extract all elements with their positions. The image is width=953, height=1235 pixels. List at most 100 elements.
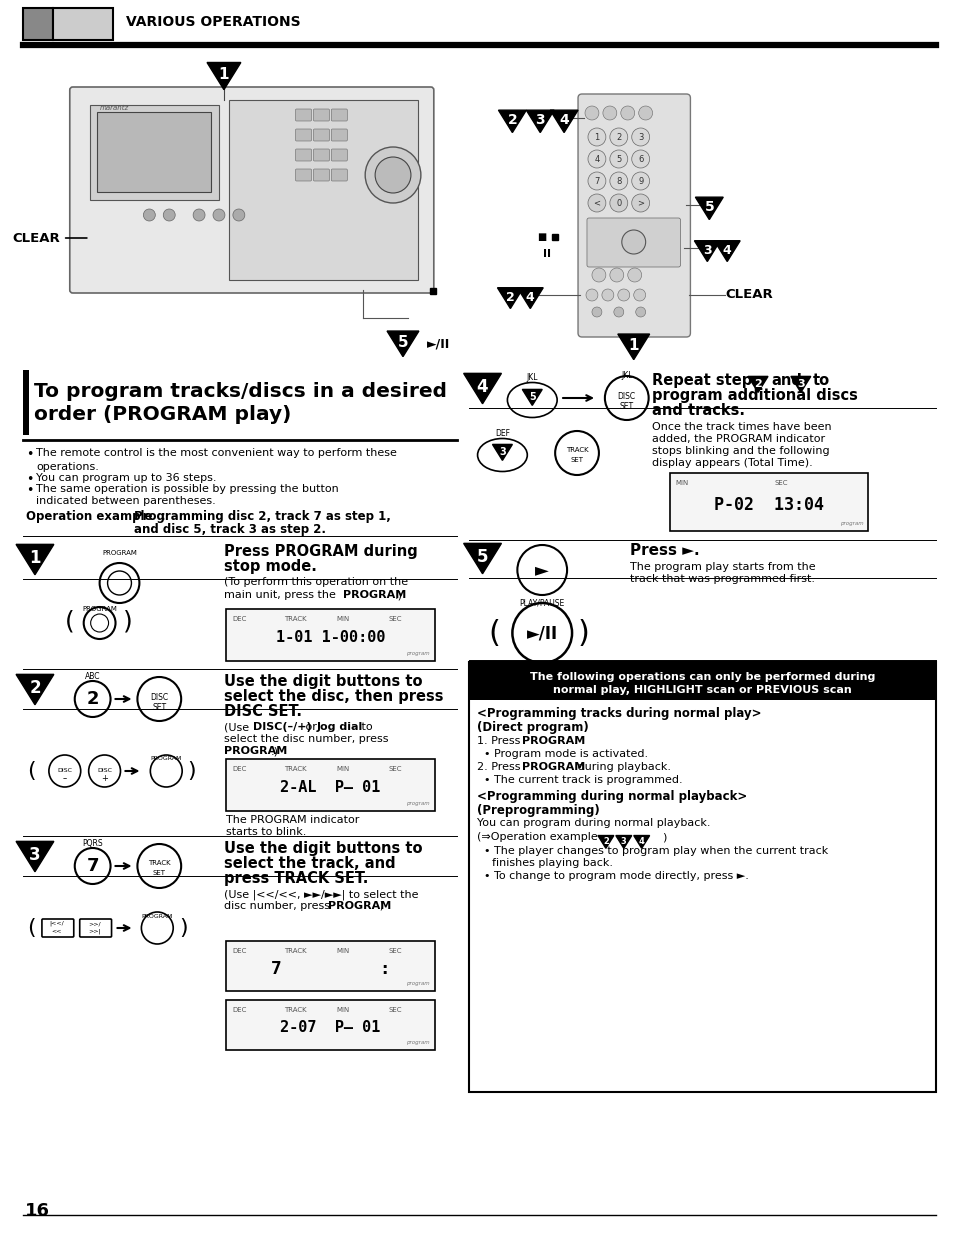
Text: 3: 3 xyxy=(535,114,544,127)
Text: ABC: ABC xyxy=(85,672,100,680)
Text: <Programming tracks during normal play>: <Programming tracks during normal play> xyxy=(476,706,760,720)
Text: DEC: DEC xyxy=(232,616,246,622)
Bar xyxy=(96,112,211,191)
Text: TRACK: TRACK xyxy=(284,1007,307,1013)
Text: 5: 5 xyxy=(397,335,408,350)
Circle shape xyxy=(601,289,613,301)
Circle shape xyxy=(631,194,649,212)
Text: PROGRAM: PROGRAM xyxy=(224,746,287,756)
Text: 4: 4 xyxy=(558,114,568,127)
Circle shape xyxy=(631,128,649,146)
Text: 2: 2 xyxy=(507,114,517,127)
Circle shape xyxy=(602,106,617,120)
Polygon shape xyxy=(16,674,53,705)
Text: •: • xyxy=(26,473,33,487)
Text: stops blinking and the following: stops blinking and the following xyxy=(651,446,828,456)
Polygon shape xyxy=(522,389,541,405)
Text: II: II xyxy=(542,249,551,259)
Text: The program play starts from the: The program play starts from the xyxy=(629,562,815,572)
Text: MIN: MIN xyxy=(675,480,688,487)
Text: TRACK: TRACK xyxy=(565,447,588,453)
Text: 3: 3 xyxy=(620,837,626,846)
Text: program: program xyxy=(406,1040,430,1045)
Polygon shape xyxy=(492,445,512,461)
Text: ): ) xyxy=(187,761,195,781)
Text: (Use: (Use xyxy=(224,722,253,732)
Text: P-02  13:04: P-02 13:04 xyxy=(713,496,823,514)
Text: To program tracks/discs in a desired: To program tracks/discs in a desired xyxy=(34,382,447,401)
Bar xyxy=(226,760,435,811)
Text: stop mode.: stop mode. xyxy=(224,559,316,574)
Polygon shape xyxy=(207,63,240,90)
Text: .: . xyxy=(574,736,578,746)
Text: finishes playing back.: finishes playing back. xyxy=(492,858,613,868)
Polygon shape xyxy=(616,836,631,848)
Bar xyxy=(226,941,435,990)
Circle shape xyxy=(143,209,155,221)
Circle shape xyxy=(587,149,605,168)
Polygon shape xyxy=(497,110,526,132)
Text: and tracks.: and tracks. xyxy=(651,403,744,417)
Circle shape xyxy=(620,106,634,120)
Text: You can program up to 36 steps.: You can program up to 36 steps. xyxy=(36,473,216,483)
Circle shape xyxy=(621,230,645,254)
Text: SEC: SEC xyxy=(388,766,401,772)
Text: added, the PROGRAM indicator: added, the PROGRAM indicator xyxy=(651,433,824,445)
FancyBboxPatch shape xyxy=(331,128,347,141)
Text: ►/II: ►/II xyxy=(526,624,558,642)
Circle shape xyxy=(633,289,645,301)
Text: DEC: DEC xyxy=(232,766,246,772)
FancyBboxPatch shape xyxy=(70,86,434,293)
Text: MIN: MIN xyxy=(336,1007,349,1013)
Text: select the track, and: select the track, and xyxy=(224,856,395,871)
Text: operations.: operations. xyxy=(36,462,99,472)
Circle shape xyxy=(609,268,623,282)
Text: 1: 1 xyxy=(594,132,598,142)
Circle shape xyxy=(587,128,605,146)
Text: <<: << xyxy=(51,927,62,932)
Text: SEC: SEC xyxy=(388,616,401,622)
Bar xyxy=(52,7,112,40)
Text: (: ( xyxy=(27,761,35,781)
Text: .): .) xyxy=(395,590,402,600)
Bar xyxy=(468,662,935,1092)
Bar xyxy=(229,100,417,280)
Text: 2. Press: 2. Press xyxy=(476,762,523,772)
Text: •: • xyxy=(26,484,33,496)
Text: TRACK: TRACK xyxy=(148,860,171,866)
Circle shape xyxy=(638,106,652,120)
Text: DEC: DEC xyxy=(232,948,246,953)
Text: Programming disc 2, track 7 as step 1,: Programming disc 2, track 7 as step 1, xyxy=(134,510,391,522)
Polygon shape xyxy=(16,841,53,872)
Text: SET: SET xyxy=(152,869,166,876)
Text: DEF: DEF xyxy=(495,429,510,438)
Text: The PROGRAM indicator: The PROGRAM indicator xyxy=(226,815,359,825)
Text: 1: 1 xyxy=(218,67,229,83)
Text: 3: 3 xyxy=(796,379,803,389)
Polygon shape xyxy=(633,836,649,848)
Text: The remote control is the most convenient way to perform these: The remote control is the most convenien… xyxy=(36,448,396,458)
Text: .): .) xyxy=(271,746,278,756)
Text: DISC: DISC xyxy=(617,391,635,401)
Text: 5: 5 xyxy=(616,154,620,163)
FancyBboxPatch shape xyxy=(578,94,690,337)
FancyBboxPatch shape xyxy=(331,169,347,182)
Text: 7         :: 7 : xyxy=(271,960,390,978)
Text: 4: 4 xyxy=(476,378,488,396)
Bar xyxy=(468,662,935,700)
Polygon shape xyxy=(526,110,554,132)
Text: order (PROGRAM play): order (PROGRAM play) xyxy=(34,405,291,424)
Circle shape xyxy=(631,172,649,190)
Text: 9: 9 xyxy=(638,177,642,185)
Circle shape xyxy=(193,209,205,221)
Text: • The current track is programmed.: • The current track is programmed. xyxy=(483,776,681,785)
Text: Use the digit buttons to: Use the digit buttons to xyxy=(224,674,422,689)
Circle shape xyxy=(591,268,605,282)
Circle shape xyxy=(609,149,627,168)
Text: PLAY/PAUSE: PLAY/PAUSE xyxy=(519,598,564,606)
Text: • Program mode is activated.: • Program mode is activated. xyxy=(483,748,647,760)
Text: (⇒Operation example: (⇒Operation example xyxy=(476,832,597,842)
Text: (To perform this operation on the: (To perform this operation on the xyxy=(224,577,408,587)
Text: 2: 2 xyxy=(754,379,761,389)
Text: program additional discs: program additional discs xyxy=(651,388,857,403)
